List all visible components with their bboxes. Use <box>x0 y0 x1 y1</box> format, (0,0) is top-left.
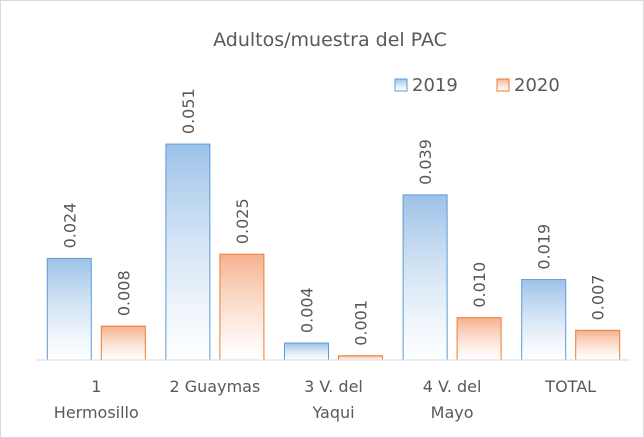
legend-label: 2020 <box>514 75 560 96</box>
bar <box>456 317 502 361</box>
data-label: 0.001 <box>352 300 371 346</box>
data-label: 0.004 <box>298 287 317 333</box>
chart-title: Adultos/muestra del PAC <box>213 29 447 51</box>
legend-swatch <box>394 78 408 92</box>
legend-swatch <box>496 78 510 92</box>
bar <box>521 279 567 361</box>
data-label: 0.007 <box>589 275 608 321</box>
data-label: 0.051 <box>179 88 198 134</box>
data-label: 0.019 <box>535 224 554 270</box>
x-tick-label: TOTAL <box>545 377 597 396</box>
bar <box>338 355 383 361</box>
bar <box>284 342 329 361</box>
data-label: 0.008 <box>114 270 133 316</box>
data-label: 0.025 <box>233 198 252 244</box>
bar <box>100 325 146 361</box>
bar <box>402 194 448 361</box>
bar <box>46 257 92 361</box>
data-label: 0.024 <box>60 203 79 249</box>
legend-label: 2019 <box>412 75 458 96</box>
x-tick-label: 4 V. del Mayo <box>422 377 482 422</box>
bar <box>575 329 621 361</box>
x-tick-label: 3 V. del Yaqui <box>304 377 363 422</box>
data-label: 0.039 <box>416 139 435 185</box>
x-tick-label: 1 Hermosillo <box>53 377 139 422</box>
data-label: 0.010 <box>470 262 489 308</box>
bar <box>219 253 265 361</box>
bar <box>165 143 211 361</box>
x-tick-label: 2 Guaymas <box>169 377 261 396</box>
